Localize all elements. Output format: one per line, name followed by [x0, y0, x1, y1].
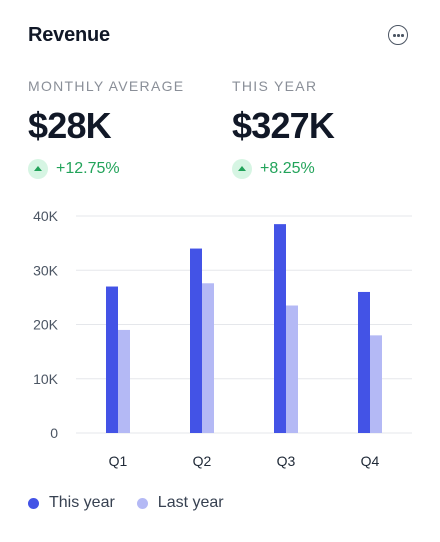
x-tick-label: Q2	[193, 453, 212, 469]
card-title: Revenue	[28, 24, 110, 46]
bar-last-year	[118, 329, 130, 433]
stat-change: +12.75%	[28, 159, 184, 179]
bar-this-year	[358, 291, 370, 433]
bar-this-year	[190, 248, 202, 433]
legend-label: Last year	[157, 494, 224, 511]
arrow-up-icon	[232, 159, 252, 179]
menu-dot	[401, 34, 404, 37]
y-tick-label: 30K	[33, 262, 59, 278]
stat-change: +8.25%	[232, 159, 334, 179]
y-tick-label: 40K	[33, 208, 59, 224]
y-tick-label: 20K	[33, 317, 59, 333]
chart-legend: This year Last year	[28, 494, 246, 512]
legend-swatch	[28, 497, 39, 509]
x-tick-label: Q1	[109, 453, 128, 469]
menu-dot	[397, 34, 400, 37]
y-tick-label: 0	[50, 425, 58, 441]
legend-item-this-year[interactable]: This year	[28, 494, 115, 512]
change-percent: +12.75%	[56, 160, 120, 177]
legend-swatch	[136, 497, 148, 509]
arrow-up-icon	[28, 159, 48, 179]
bar-this-year	[274, 224, 286, 433]
stat-label: MONTHLY AVERAGE	[28, 78, 185, 94]
x-tick-label: Q4	[361, 453, 380, 469]
y-tick-label: 10K	[33, 371, 59, 387]
x-tick-label: Q3	[277, 453, 296, 469]
stat-label: THIS YEAR	[232, 78, 318, 94]
legend-item-last-year[interactable]: Last year	[136, 494, 224, 512]
bar-this-year	[106, 286, 118, 433]
stat-value: $28K	[28, 105, 112, 146]
bar-last-year	[286, 305, 298, 433]
menu-dot	[393, 34, 396, 37]
more-options-icon[interactable]	[388, 25, 408, 45]
bar-last-year	[202, 283, 214, 433]
bar-last-year	[370, 335, 382, 433]
stat-monthly-average: MONTHLY AVERAGE $28K +12.75%	[28, 78, 184, 179]
legend-label: This year	[49, 494, 115, 511]
change-percent: +8.25%	[260, 160, 315, 177]
revenue-bar-chart: 40K 30K 20K 10K 0 Q1 Q2 Q3 Q4	[33, 208, 412, 469]
stat-value: $327K	[232, 105, 335, 146]
stat-this-year: THIS YEAR $327K +8.25%	[232, 78, 335, 179]
